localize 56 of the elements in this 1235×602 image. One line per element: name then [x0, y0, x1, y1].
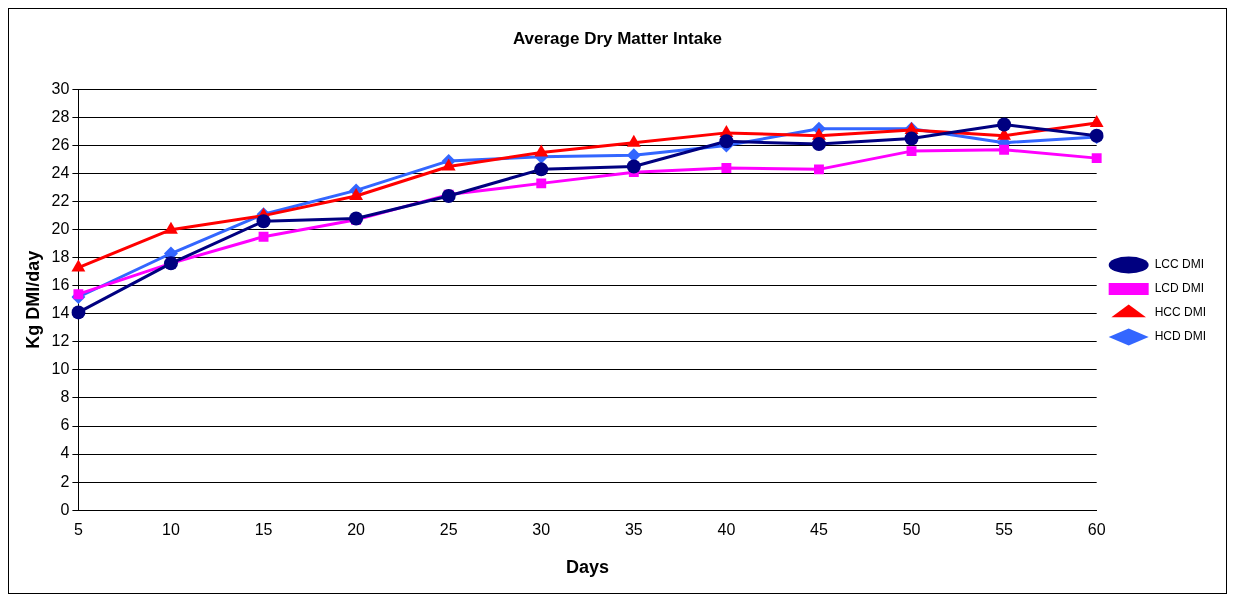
x-axis-title: Days	[566, 557, 610, 578]
x-tick-label: 60	[1087, 521, 1106, 539]
x-tick-label: 15	[254, 521, 273, 539]
point	[534, 144, 549, 157]
y-tick-label: 16	[51, 276, 70, 294]
point	[626, 134, 641, 147]
x-tick-label: 30	[532, 521, 551, 539]
y-tick-label: 26	[51, 135, 70, 153]
y-tick-label: 22	[51, 192, 70, 210]
point	[721, 163, 732, 173]
y-tick-label: 6	[60, 416, 70, 434]
x-tick-label: 55	[995, 521, 1014, 539]
y-tick-label: 0	[60, 500, 70, 518]
chart-title: Average Dry Matter Intake	[512, 28, 723, 48]
point	[534, 162, 549, 177]
y-axis-title: Kg DMI/day	[22, 250, 43, 349]
point	[997, 117, 1012, 132]
y-tick-label: 20	[51, 220, 70, 238]
y-tick-label: 12	[51, 332, 70, 350]
point	[73, 289, 84, 300]
x-tick-label: 45	[810, 521, 828, 539]
point	[71, 305, 86, 320]
y-tick-label: 28	[51, 107, 70, 125]
y-tick-label: 8	[60, 388, 70, 406]
point	[719, 134, 734, 149]
point	[904, 131, 919, 146]
point	[811, 137, 826, 152]
y-tick-label: 14	[51, 304, 70, 322]
y-tick-label: 4	[60, 444, 70, 462]
point	[906, 146, 917, 157]
point	[999, 144, 1010, 155]
point	[349, 188, 364, 200]
x-tick-label: 40	[717, 521, 736, 539]
point	[536, 178, 547, 189]
point	[626, 159, 641, 174]
y-tick-label: 18	[51, 248, 70, 266]
x-tick-label: 10	[162, 521, 180, 539]
legend-label: LCC DMI	[1154, 257, 1205, 272]
legend-label: HCC DMI	[1154, 305, 1206, 320]
x-tick-label: 20	[347, 521, 366, 539]
point	[1089, 115, 1104, 128]
x-tick-label: 25	[439, 521, 458, 539]
y-tick-label: 10	[51, 360, 70, 378]
x-tick-label: 5	[73, 521, 83, 539]
y-tick-label: 2	[60, 472, 70, 490]
point	[258, 231, 269, 242]
point	[814, 164, 824, 175]
y-tick-label: 30	[51, 79, 70, 97]
point	[441, 158, 456, 171]
point	[1091, 153, 1102, 164]
legend-label: LCD DMI	[1154, 281, 1205, 296]
x-tick-label: 50	[902, 521, 921, 539]
y-tick-label: 24	[51, 163, 70, 181]
x-tick-label: 35	[624, 521, 643, 539]
legend-label: HCD DMI	[1154, 329, 1206, 344]
point	[256, 214, 271, 229]
